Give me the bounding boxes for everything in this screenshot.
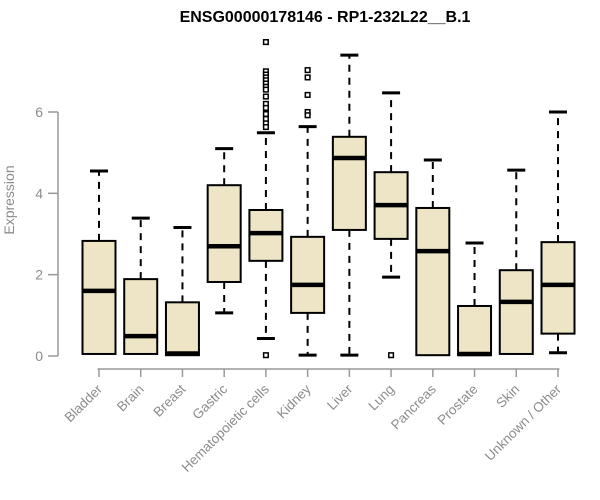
boxplot-hematopoietic-cells [248,39,284,359]
boxplot-brain [123,216,159,355]
outlier-point [262,123,269,131]
box-pancreas [415,206,451,357]
boxplot-liver [331,53,367,357]
box-skin [498,269,534,355]
box-bladder [81,239,117,355]
boxplot-pancreas [415,158,451,357]
y-tick-label: 2 [35,267,43,283]
box-unknown-other [540,241,576,335]
y-tick-label: 0 [35,348,43,364]
boxplot-bladder [81,169,117,355]
outlier-point [262,110,269,118]
x-tick-label-prostate: Prostate [435,382,481,428]
outlier-point [262,352,269,359]
outlier-point [388,352,395,359]
chart-title: ENSG00000178146 - RP1-232L22__B.1 [179,9,471,26]
y-tick-label: 4 [35,185,43,201]
outlier-point [304,91,311,98]
outlier-point [262,86,269,93]
box-kidney [290,235,326,314]
y-axis: 0 2 4 6 [35,104,59,364]
outlier-point [262,39,269,46]
x-tick-label-lung: Lung [365,382,397,414]
boxplot-prostate [457,241,493,357]
x-tick-label-gastric: Gastric [189,381,230,422]
x-tick-label-skin: Skin [493,382,522,411]
box-liver [331,135,367,231]
boxplot-breast [164,225,200,357]
boxplot-kidney [290,67,326,357]
outlier-point [304,67,311,74]
x-tick-label-brain: Brain [114,382,147,415]
box-gastric [206,184,242,283]
boxplot-gastric [206,147,242,315]
boxplot-lung [373,91,409,359]
outlier-point [262,104,269,111]
x-tick-label-pancreas: Pancreas [388,381,439,432]
x-tick-label-unknown-other: Unknown / Other [482,381,565,464]
x-tick-label-kidney: Kidney [274,381,314,421]
boxplot-skin [498,168,534,355]
x-tick-label-bladder: Bladder [62,381,106,425]
y-tick-label: 6 [35,104,43,120]
outlier-point [304,74,311,81]
outlier-point [304,112,311,119]
boxplot-unknown-other [540,110,576,355]
box-breast [164,301,200,357]
x-tick-label-liver: Liver [324,381,356,413]
box-brain [123,278,159,355]
outlier-point [262,93,269,100]
x-tick-label-breast: Breast [150,381,188,419]
box-prostate [457,304,493,357]
